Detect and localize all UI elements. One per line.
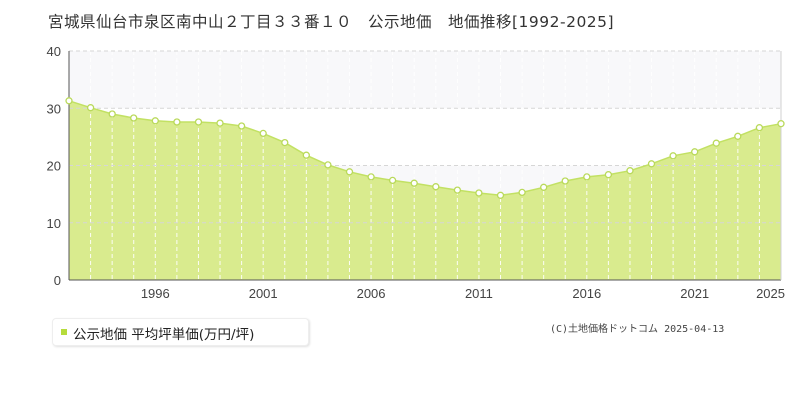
data-point bbox=[388, 176, 397, 185]
data-point bbox=[108, 110, 116, 118]
data-point bbox=[475, 189, 483, 197]
grid-band bbox=[69, 51, 781, 109]
data-point bbox=[755, 124, 764, 132]
data-point bbox=[173, 118, 181, 126]
legend-label: 公示地価 平均坪単価(万円/坪) bbox=[73, 327, 255, 343]
data-point bbox=[410, 179, 418, 187]
y-tick-label: 20 bbox=[47, 159, 61, 174]
data-point bbox=[216, 119, 224, 127]
data-point bbox=[259, 129, 267, 138]
legend: 公示地価 平均坪単価(万円/坪) bbox=[52, 318, 309, 346]
data-point bbox=[367, 173, 375, 181]
data-point bbox=[281, 138, 289, 147]
data-point bbox=[561, 177, 569, 185]
data-point bbox=[712, 139, 720, 147]
data-point bbox=[647, 160, 656, 168]
data-point bbox=[518, 188, 526, 197]
data-point bbox=[734, 132, 742, 140]
data-point bbox=[669, 152, 677, 160]
data-point bbox=[324, 161, 332, 169]
x-tick-label: 2016 bbox=[572, 286, 601, 301]
y-tick-label: 40 bbox=[47, 44, 61, 59]
y-tick-label: 0 bbox=[54, 273, 61, 288]
data-point bbox=[302, 151, 310, 159]
area-fill bbox=[69, 100, 781, 280]
series-line bbox=[68, 100, 782, 197]
data-point bbox=[777, 120, 785, 128]
data-point bbox=[496, 191, 505, 199]
legend-marker-icon bbox=[61, 329, 67, 335]
data-point bbox=[691, 148, 699, 156]
y-tick-label: 30 bbox=[47, 101, 61, 116]
data-point bbox=[130, 114, 138, 122]
x-tick-label: 1996 bbox=[141, 286, 170, 301]
data-point bbox=[194, 118, 203, 126]
x-tick-label: 2001 bbox=[249, 286, 278, 301]
data-point bbox=[453, 186, 462, 194]
x-tick-label: 2011 bbox=[465, 286, 493, 301]
data-point bbox=[86, 104, 95, 112]
x-tick-label: 2025 bbox=[756, 286, 785, 301]
data-point bbox=[604, 171, 613, 179]
data-point bbox=[237, 122, 246, 130]
chart-title: 宮城県仙台市泉区南中山２丁目３３番１０ 公示地価 地価推移[1992-2025] bbox=[48, 13, 615, 31]
data-point bbox=[626, 167, 634, 175]
copyright-credit: (C)土地価格ドットコム 2025-04-13 bbox=[550, 324, 725, 335]
x-tick-label: 2006 bbox=[357, 286, 386, 301]
data-point bbox=[151, 117, 159, 125]
data-point bbox=[65, 97, 73, 105]
data-point bbox=[432, 183, 440, 191]
x-tick-label: 2021 bbox=[680, 286, 709, 301]
data-point bbox=[583, 173, 591, 181]
data-point bbox=[540, 183, 548, 191]
data-point bbox=[345, 168, 354, 176]
y-tick-label: 10 bbox=[47, 216, 61, 231]
